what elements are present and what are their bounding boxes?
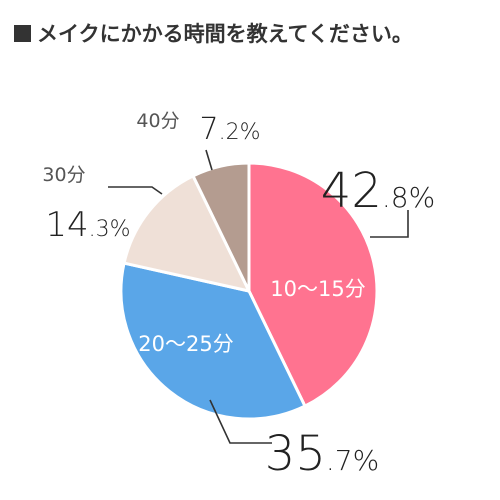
percent-label-integer: 14 xyxy=(45,205,88,245)
percent-label-4: 7.2% xyxy=(200,112,261,147)
category-label-2: 20〜25分 xyxy=(138,332,233,356)
percent-label-decimal: .8% xyxy=(382,181,435,214)
percent-label-1: 42.8% xyxy=(321,163,435,219)
leader-line-1 xyxy=(370,210,409,238)
slice-labels: 42.8% 10〜15分 35.7% 20〜25分 14.3% 30分 7.2% 40分 xyxy=(42,110,435,482)
percent-label-integer: 35 xyxy=(265,426,326,482)
leader-line-2 xyxy=(209,399,272,444)
percent-label-3: 14.3% xyxy=(45,205,130,245)
pie-slice-2 xyxy=(119,261,307,421)
pie-slice-3 xyxy=(122,174,251,293)
percent-label-integer: 42 xyxy=(321,163,382,219)
category-label-4: 40分 xyxy=(136,110,179,132)
category-label-3: 30分 xyxy=(42,164,85,186)
title-square-icon xyxy=(14,25,31,42)
percent-label-decimal: .7% xyxy=(326,444,379,477)
percent-label-2: 35.7% xyxy=(265,426,379,482)
pie-slice-4 xyxy=(191,161,251,293)
category-label-1: 10〜15分 xyxy=(270,277,365,301)
chart-title: メイクにかかる時間を教えてください。 xyxy=(14,18,413,48)
percent-label-decimal: .2% xyxy=(219,120,261,145)
pie-slice-1 xyxy=(247,161,379,408)
percent-label-integer: 7 xyxy=(200,112,219,147)
chart-title-text: メイクにかかる時間を教えてください。 xyxy=(37,22,413,46)
leader-line-3 xyxy=(108,186,163,195)
leader-line-4 xyxy=(205,149,213,171)
leader-lines xyxy=(108,149,409,444)
pie-slices xyxy=(119,161,379,421)
percent-label-decimal: .3% xyxy=(89,217,131,242)
